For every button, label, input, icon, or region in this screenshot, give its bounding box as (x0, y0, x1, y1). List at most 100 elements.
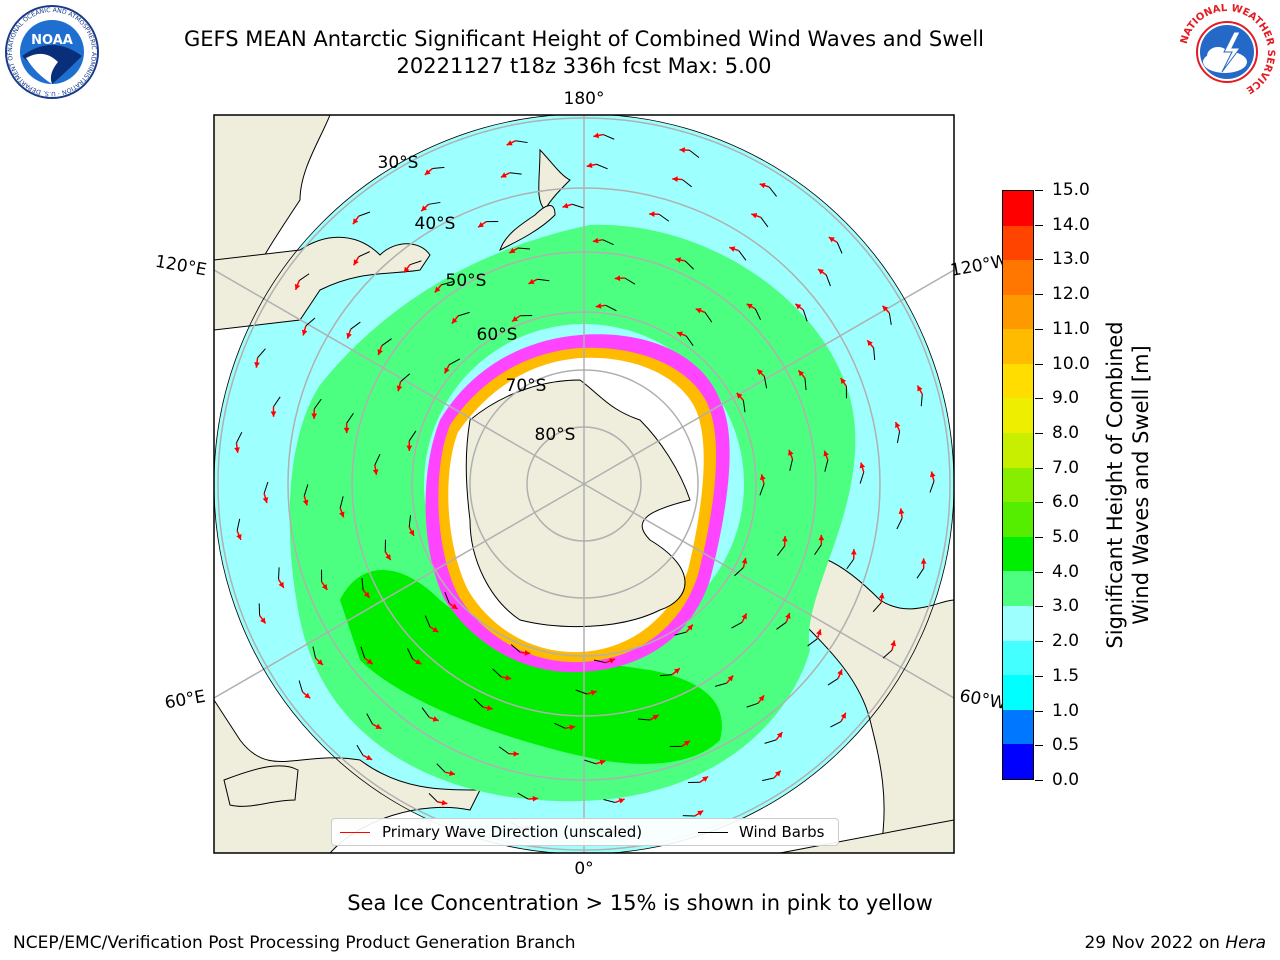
colorbar-tick (1035, 537, 1043, 538)
lon-label-60E: 60°E (163, 687, 207, 714)
wave-arrow (715, 675, 734, 687)
colorbar-segment (1003, 294, 1033, 330)
wave-arrow (682, 809, 704, 817)
wave-arrow (814, 534, 825, 556)
wave-arrow (827, 669, 843, 686)
colorbar-tick (1035, 433, 1043, 434)
colorbar-segment (1003, 536, 1033, 572)
colorbar-tick-label: 10.0 (1052, 354, 1090, 374)
wave-arrow (492, 668, 512, 681)
footer-date-text: 29 Nov 2022 on (1084, 933, 1226, 953)
colorbar-segment (1003, 433, 1033, 468)
wave-arrow (649, 211, 670, 222)
wave-arrow (817, 268, 831, 287)
wave-arrow (473, 698, 493, 711)
wind-legend-swatch (698, 832, 728, 833)
colorbar-tick-label: 1.0 (1052, 701, 1080, 721)
colorbar-label-line1: Significant Height of Combined (1103, 321, 1127, 649)
wave-direction-arrows (234, 132, 936, 835)
colorbar-tick (1035, 329, 1043, 330)
wave-arrow (421, 707, 439, 722)
wave-arrow (343, 412, 354, 434)
lat-label-30S: 30°S (378, 153, 419, 173)
wave-arrow (517, 792, 539, 802)
wave-arrow (420, 201, 441, 212)
meridian-lines (214, 115, 954, 853)
footer-host: Hera (1225, 933, 1266, 953)
colorbar-tick (1035, 745, 1043, 746)
colorbar-segment (1003, 363, 1033, 399)
wave-arrow (674, 624, 694, 636)
wave-arrow (797, 369, 807, 391)
lat-label-80S: 80°S (535, 425, 576, 445)
wave-arrow (346, 321, 361, 339)
wave-arrow (277, 567, 285, 589)
colorbar-segment (1003, 502, 1033, 537)
lon-label-60W: 60°W (958, 686, 1008, 714)
map-legend: Primary Wave Direction (unscaled) Wind B… (331, 818, 839, 846)
colorbar (1002, 190, 1034, 780)
colorbar-tick-label: 11.0 (1052, 319, 1090, 339)
wave-arrow (746, 303, 761, 320)
wave-arrow (916, 385, 923, 407)
colorbar-tick (1035, 190, 1043, 191)
colorbar-segment (1003, 709, 1033, 745)
lat-label-60S: 60°S (477, 325, 518, 345)
wave-arrow (554, 722, 576, 731)
lon-label-120E: 120°E (154, 252, 208, 281)
wave-arrow (859, 462, 866, 484)
wave-arrow (736, 392, 746, 413)
continental-land (214, 115, 954, 853)
wave-arrow (372, 453, 381, 476)
wave-arrow (352, 211, 371, 225)
colorbar-segment (1003, 571, 1033, 607)
wave-arrow (339, 496, 345, 518)
wave-arrow (361, 577, 371, 599)
wave-arrow (595, 303, 617, 312)
colorbar-tick (1035, 468, 1043, 469)
noaa-logo-text: NOAA (31, 33, 73, 48)
wave-arrow (830, 712, 847, 728)
colorbar-tick (1035, 398, 1043, 399)
wave-arrow (788, 449, 794, 471)
wave-arrow (823, 450, 829, 472)
wave-arrow (614, 275, 636, 285)
lat-label-40S: 40°S (415, 214, 456, 234)
colorbar-segment (1003, 225, 1033, 261)
wave-legend-swatch (340, 832, 370, 833)
colorbar-segment (1003, 640, 1033, 676)
wave-arrow (840, 377, 847, 399)
wind-legend-label: Wind Barbs (739, 823, 825, 841)
wave-arrow (312, 646, 324, 666)
wave-arrow (366, 713, 382, 730)
wave-arrow (882, 640, 896, 659)
wave-arrow (508, 247, 531, 254)
colorbar-segment (1003, 744, 1033, 779)
wave-arrow (500, 172, 522, 179)
wave-arrow (511, 315, 533, 323)
wave-arrow (406, 430, 417, 451)
wave-arrow (881, 305, 892, 325)
wave-arrow (593, 658, 616, 664)
wave-arrow (828, 236, 843, 254)
colorbar-tick-label: 13.0 (1052, 249, 1090, 269)
wave-arrow (660, 667, 681, 677)
colorbar-segment (1003, 675, 1033, 710)
wave-arrow (756, 368, 768, 389)
wave-legend-label: Primary Wave Direction (unscaled) (382, 823, 643, 841)
wave-arrow (451, 311, 470, 325)
colorbar-tick-label: 14.0 (1052, 215, 1090, 235)
footer-date: 29 Nov 2022 on Hera (1084, 933, 1266, 953)
wave-arrow (270, 396, 281, 417)
wave-arrow (294, 273, 310, 291)
wave-arrow (302, 484, 309, 506)
wave-arrow (776, 536, 788, 556)
wave-arrow (687, 775, 709, 784)
colorbar-tick-label: 1.5 (1052, 666, 1080, 686)
chart-title: GEFS MEAN Antarctic Significant Height o… (183, 27, 985, 51)
wave-arrow (746, 694, 765, 708)
wave-arrow (592, 237, 614, 246)
wave-arrow (424, 615, 439, 633)
wave-arrow (575, 689, 597, 696)
wave-arrow (896, 508, 905, 530)
